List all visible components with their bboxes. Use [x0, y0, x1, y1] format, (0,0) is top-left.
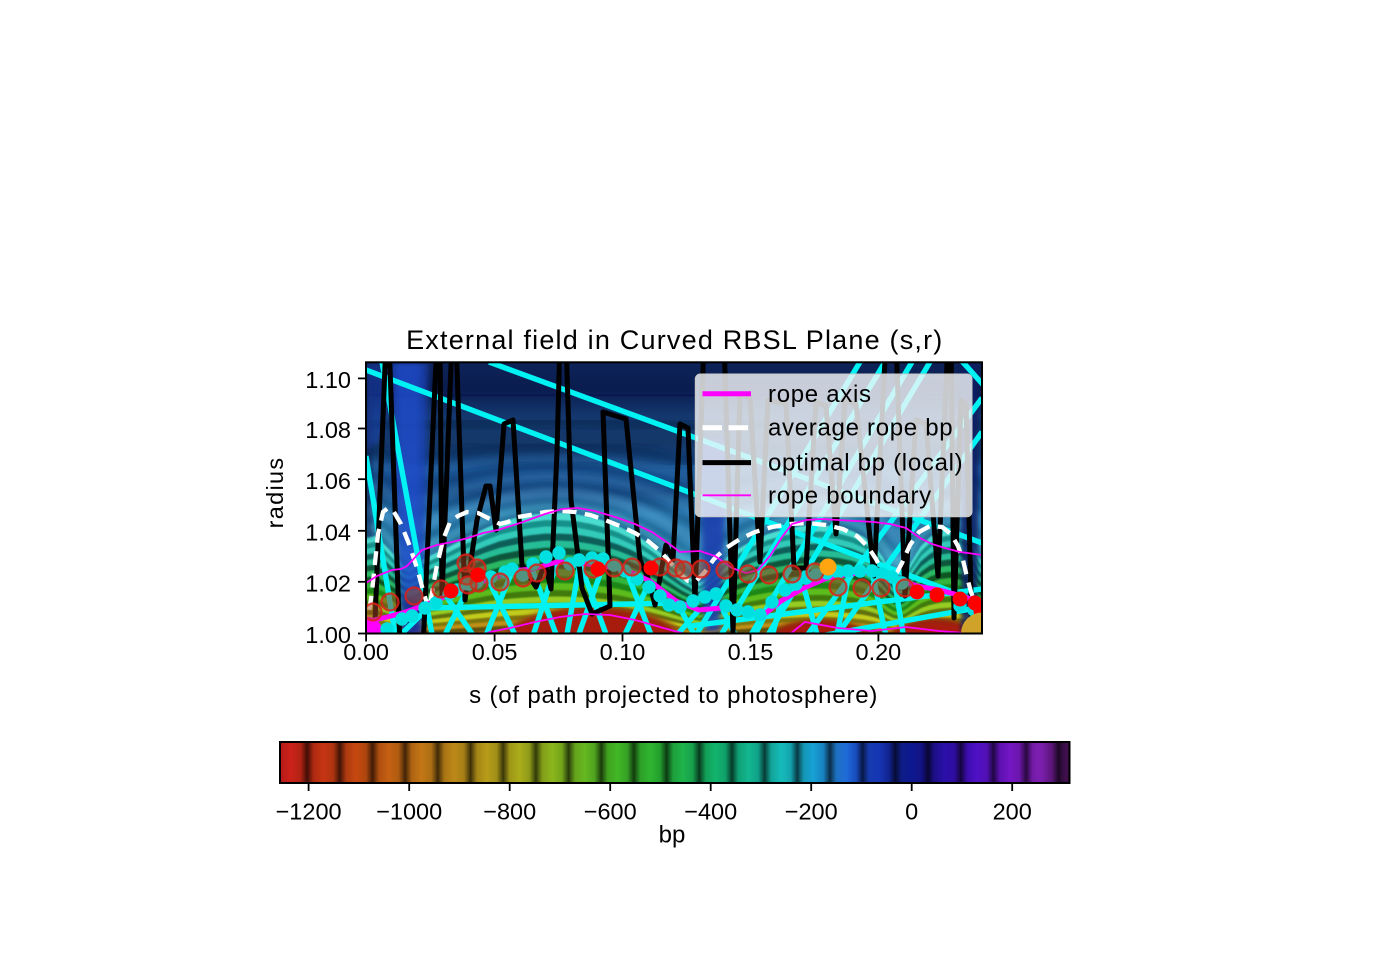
svg-text:1.08: 1.08: [305, 417, 351, 443]
svg-text:rope axis: rope axis: [768, 381, 872, 408]
svg-text:radius: radius: [262, 457, 288, 529]
svg-text:rope boundary: rope boundary: [768, 482, 932, 509]
svg-text:1.06: 1.06: [305, 468, 351, 494]
svg-text:1.10: 1.10: [305, 367, 351, 393]
svg-text:0.20: 0.20: [856, 639, 902, 665]
svg-text:optimal bp (local): optimal bp (local): [768, 450, 963, 477]
svg-text:0.15: 0.15: [728, 639, 774, 665]
svg-text:average rope bp: average rope bp: [768, 415, 953, 442]
svg-text:1.04: 1.04: [305, 519, 351, 545]
svg-text:−400: −400: [684, 799, 737, 825]
svg-text:0.10: 0.10: [600, 639, 646, 665]
svg-text:−1200: −1200: [276, 799, 342, 825]
svg-text:−1000: −1000: [376, 799, 442, 825]
svg-text:−200: −200: [785, 799, 838, 825]
svg-text:1.02: 1.02: [305, 570, 351, 596]
svg-text:s (of path projected to photos: s (of path projected to photosphere): [469, 682, 878, 709]
svg-text:bp: bp: [659, 822, 686, 849]
svg-text:0: 0: [905, 799, 918, 825]
svg-text:External field in Curved RBSL: External field in Curved RBSL Plane (s,r…: [406, 325, 943, 355]
svg-text:0.05: 0.05: [472, 639, 518, 665]
svg-text:−800: −800: [483, 799, 536, 825]
svg-text:200: 200: [993, 799, 1032, 825]
svg-text:0.00: 0.00: [343, 639, 389, 665]
svg-text:1.00: 1.00: [305, 622, 351, 648]
svg-text:−600: −600: [584, 799, 637, 825]
